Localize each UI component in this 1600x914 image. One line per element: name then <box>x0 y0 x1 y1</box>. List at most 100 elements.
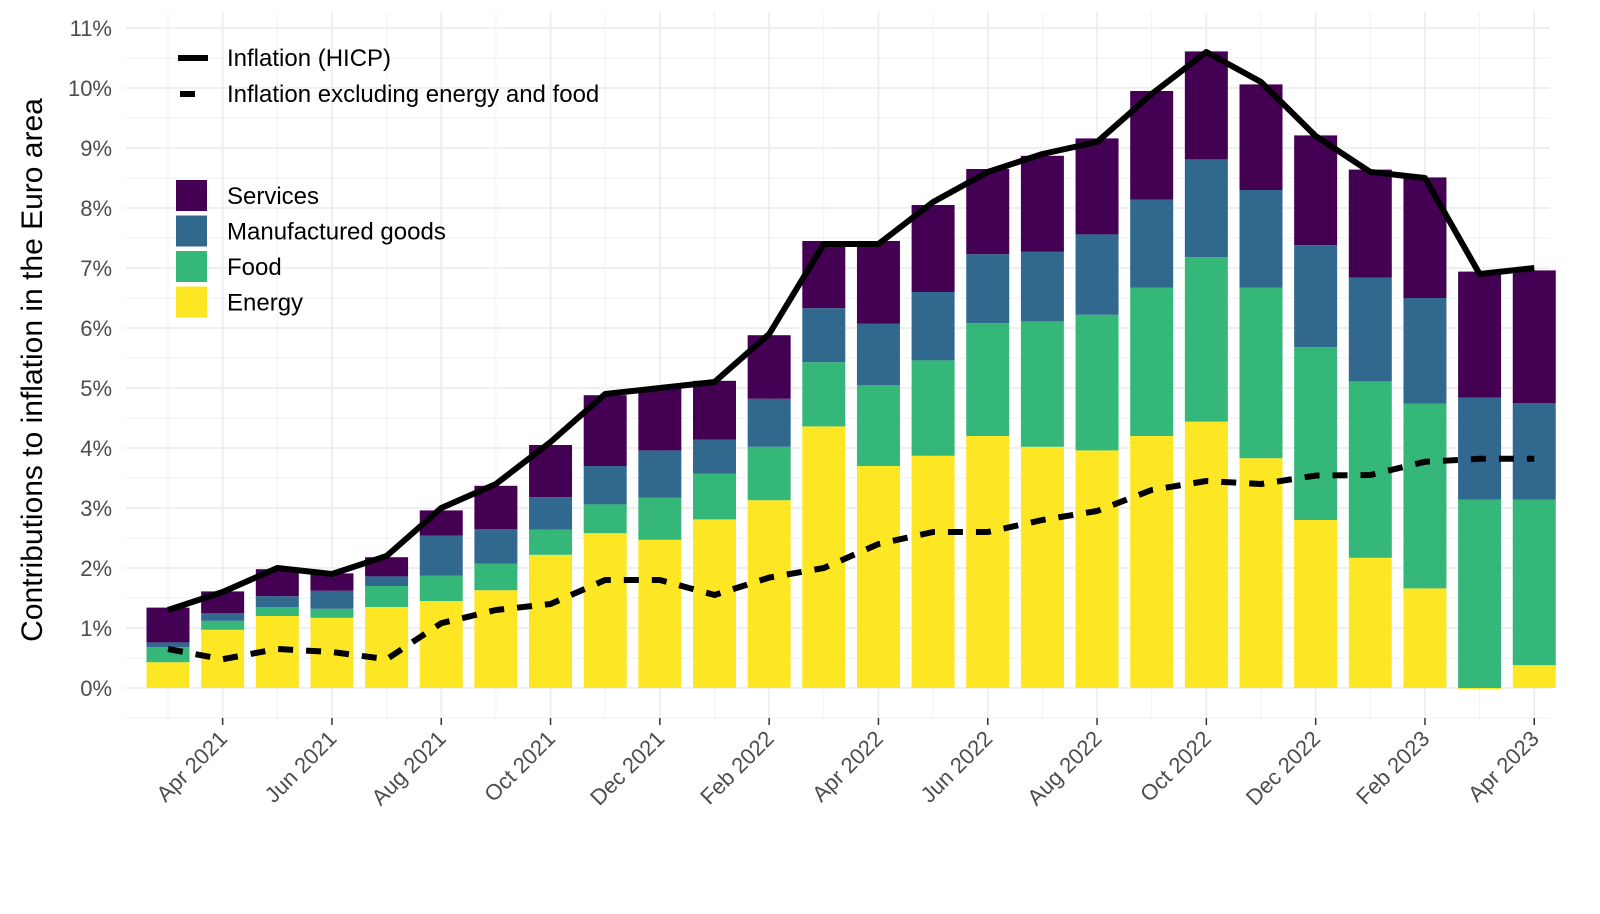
bar-food <box>583 504 627 534</box>
bar-energy <box>1512 665 1556 688</box>
bar-services <box>1075 138 1119 235</box>
bar-food <box>1458 499 1502 688</box>
bar-energy <box>966 436 1010 688</box>
bar-energy <box>529 554 573 688</box>
bar-energy <box>1458 688 1502 690</box>
bar-services <box>802 241 846 309</box>
x-tick-label: Oct 2021 <box>479 726 560 807</box>
bar-energy <box>419 601 463 688</box>
bar-food <box>1239 287 1283 459</box>
bar-services <box>1512 270 1556 403</box>
y-tick-label: 2% <box>80 556 112 581</box>
bar-manufactured-goods <box>1239 190 1283 288</box>
bar-manufactured-goods <box>966 254 1010 324</box>
bar-manufactured-goods <box>310 590 354 609</box>
y-tick-label: 10% <box>68 76 112 101</box>
bar-manufactured-goods <box>638 450 682 498</box>
bar-food <box>802 362 846 427</box>
bar-manufactured-goods <box>1348 277 1392 382</box>
y-tick-label: 8% <box>80 196 112 221</box>
bar-energy <box>638 539 682 688</box>
y-tick-label: 3% <box>80 496 112 521</box>
bar-food <box>1184 257 1228 422</box>
x-tick-label: Oct 2022 <box>1135 726 1216 807</box>
legend-fill-label: Manufactured goods <box>227 219 446 246</box>
bar-manufactured-goods <box>856 323 900 385</box>
x-tick-label: Apr 2023 <box>1463 726 1544 807</box>
bar-food <box>911 360 955 456</box>
bar-services <box>1020 155 1064 252</box>
bar-services <box>1239 84 1283 190</box>
bar-food <box>529 529 573 555</box>
bar-manufactured-goods <box>1075 234 1119 315</box>
bar-manufactured-goods <box>365 576 409 586</box>
y-tick-label: 6% <box>80 316 112 341</box>
bar-manufactured-goods <box>802 308 846 363</box>
bar-services <box>1458 271 1502 398</box>
line-inflation-ex-energy-food <box>167 455 1535 663</box>
inflation-lines <box>167 49 1535 663</box>
legend-swatch-services <box>176 180 207 211</box>
legend-swatch-food <box>176 251 207 282</box>
bar-food <box>1075 314 1119 451</box>
bar-manufactured-goods <box>255 596 299 607</box>
bar-food <box>856 385 900 466</box>
y-tick-label: 5% <box>80 376 112 401</box>
bar-services <box>1403 177 1447 298</box>
bar-energy <box>1184 421 1228 688</box>
bar-services <box>693 380 736 440</box>
bar-food <box>1020 321 1064 447</box>
bar-services <box>1348 169 1392 278</box>
bar-manufactured-goods <box>1294 245 1338 348</box>
y-tick-label: 0% <box>80 676 112 701</box>
bar-food <box>1294 347 1338 520</box>
y-tick-label: 4% <box>80 436 112 461</box>
x-axis-ticks: Apr 2021 Jun 2021 Aug 2021 Oct 2021 Dec 2021… <box>151 718 1544 810</box>
bar-manufactured-goods <box>474 529 518 564</box>
y-tick-label: 9% <box>80 136 112 161</box>
bar-manufactured-goods <box>583 466 627 505</box>
bar-energy <box>747 500 791 688</box>
x-tick-label: Feb 2023 <box>1351 726 1434 809</box>
bar-services <box>1294 135 1338 246</box>
bar-energy <box>1075 450 1119 688</box>
legend-fill-label: Food <box>227 254 282 281</box>
bar-energy <box>1294 520 1338 688</box>
bar-manufactured-goods <box>1184 159 1228 258</box>
bar-services <box>911 205 955 292</box>
bar-food <box>966 323 1010 436</box>
bar-services <box>146 607 190 643</box>
bar-services <box>856 241 900 324</box>
bar-manufactured-goods <box>1130 199 1174 288</box>
bar-food <box>201 620 245 630</box>
bar-energy <box>1020 446 1064 688</box>
bar-energy <box>911 455 955 688</box>
bar-food <box>255 607 299 616</box>
bar-food <box>1403 403 1447 589</box>
x-tick-label: Dec 2021 <box>585 726 669 810</box>
legend-line-label: Inflation excluding energy and food <box>227 81 599 108</box>
x-tick-label: Dec 2022 <box>1241 726 1325 810</box>
bar-energy <box>583 533 627 688</box>
bar-energy <box>802 426 846 688</box>
bar-manufactured-goods <box>747 398 791 447</box>
bar-energy <box>856 466 900 688</box>
bar-energy <box>693 519 736 688</box>
bar-manufactured-goods <box>1403 298 1447 404</box>
bar-food <box>419 575 463 601</box>
x-tick-label: Apr 2022 <box>807 726 888 807</box>
bar-food <box>1130 287 1174 436</box>
bar-energy <box>1403 588 1447 688</box>
x-tick-label: Aug 2021 <box>366 726 450 810</box>
bar-food <box>747 446 791 501</box>
bar-manufactured-goods <box>529 497 573 530</box>
y-tick-label: 11% <box>70 16 112 41</box>
bar-food <box>693 473 736 520</box>
bar-food <box>1348 381 1392 558</box>
legend-swatch-manufactured-goods <box>176 215 207 247</box>
bar-services <box>638 387 682 451</box>
x-tick-label: Jun 2022 <box>916 726 998 808</box>
bar-energy <box>1130 436 1174 688</box>
y-axis-ticks: 0% 1% 2% 3% 4% 5% 6% 7% 8% 9% 10% 11% <box>68 16 112 701</box>
